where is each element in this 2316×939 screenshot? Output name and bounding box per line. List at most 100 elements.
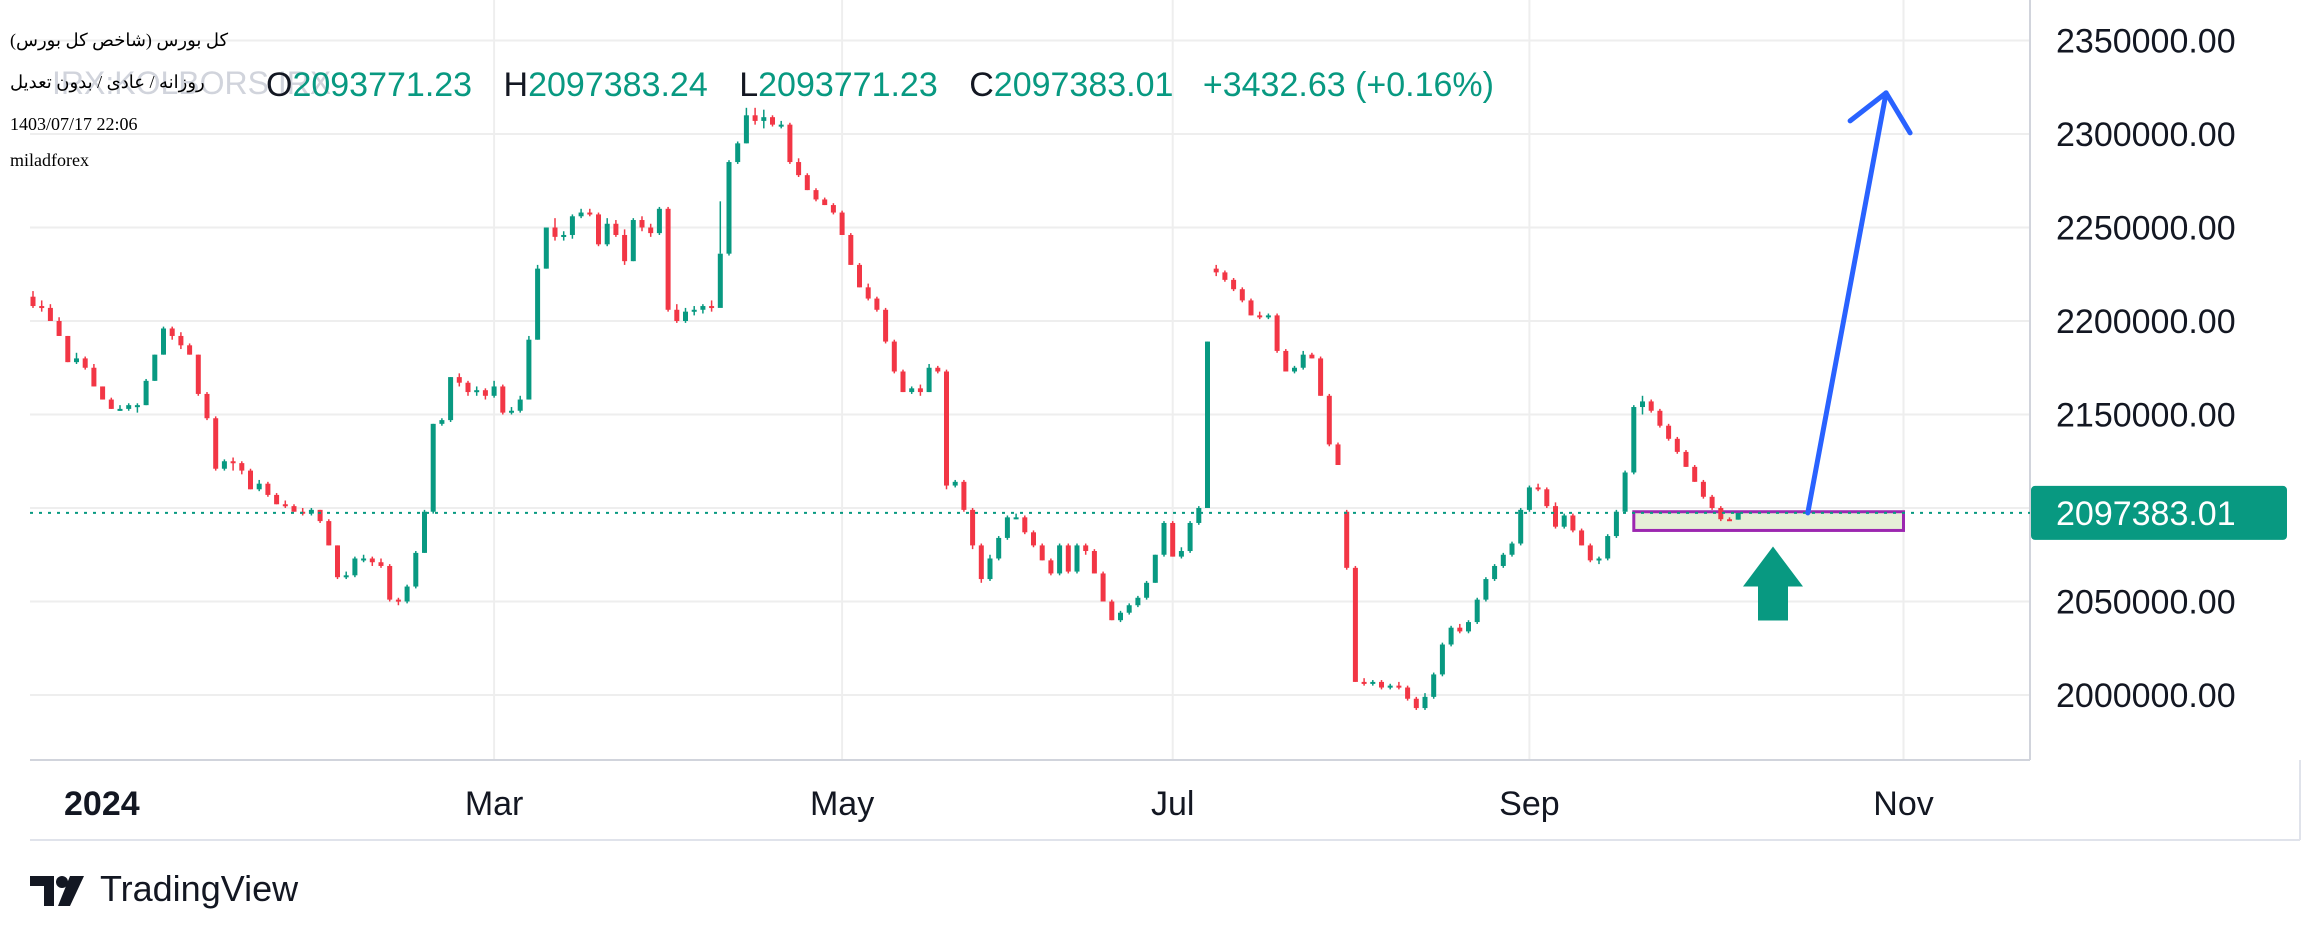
candle-body — [1526, 487, 1532, 510]
candle-body — [1039, 545, 1045, 561]
candle-body — [1004, 517, 1010, 538]
candle-body — [1257, 315, 1263, 318]
datetime-label: 1403/07/17 22:06 — [10, 114, 138, 134]
interval-info: روزانه / عادی / بدون تعدیل — [10, 72, 205, 93]
x-tick-label: May — [810, 785, 874, 823]
candle-body — [1274, 315, 1280, 351]
candle-body — [587, 212, 593, 215]
candle-body — [108, 399, 114, 409]
candle-body — [1674, 438, 1680, 452]
candle-body — [630, 220, 636, 262]
y-tick-label: 2200000.00 — [2056, 303, 2236, 341]
candle-body — [996, 537, 1002, 559]
tradingview-logo[interactable]: TradingView — [30, 868, 299, 909]
candle-body — [1500, 554, 1506, 566]
candle-body — [456, 377, 462, 383]
candle-body — [1309, 354, 1315, 359]
candle-body — [274, 494, 280, 505]
low-value: 2093771.23 — [758, 66, 938, 104]
candle-body — [1109, 601, 1115, 621]
candle-body — [561, 234, 567, 237]
candle-body — [1413, 698, 1419, 709]
candle-body — [1213, 268, 1219, 273]
candle-body — [952, 481, 958, 486]
candle-body — [369, 558, 375, 563]
candle-body — [1422, 696, 1428, 709]
open-value: 2093771.23 — [292, 66, 472, 104]
buy-arrow-icon — [1743, 546, 1803, 621]
candle-body — [891, 341, 897, 372]
candle-body — [265, 483, 271, 495]
candle-body — [1596, 558, 1602, 561]
candle-body — [1657, 410, 1663, 426]
change-value: +3432.63 (+0.16%) — [1203, 66, 1494, 104]
candle-body — [326, 521, 332, 546]
candle-body — [1065, 545, 1071, 572]
candle-body — [639, 220, 645, 228]
y-tick-label: 2050000.00 — [2056, 584, 2236, 622]
candle-body — [665, 208, 671, 310]
candle-body — [1283, 350, 1289, 372]
candle-body — [1265, 315, 1271, 318]
candle-body — [1587, 545, 1593, 561]
candle-body — [691, 309, 697, 312]
candle-body — [30, 296, 36, 307]
candle-body — [1640, 401, 1645, 408]
candle-body — [230, 461, 236, 464]
candle-body — [1091, 551, 1097, 574]
candle-body — [517, 399, 523, 411]
candle-body — [134, 405, 140, 408]
candle-body — [717, 253, 723, 308]
candle-body — [1544, 489, 1550, 507]
x-tick-label: Nov — [1873, 785, 1933, 823]
candle-body — [65, 335, 71, 363]
candle-body — [509, 410, 514, 413]
candle-body — [387, 565, 393, 600]
candle-body — [56, 321, 62, 336]
candle-body — [1292, 367, 1297, 372]
candle-body — [1622, 472, 1628, 512]
candlestick-series — [30, 107, 1741, 710]
candle-body — [1709, 496, 1715, 508]
candle-body — [482, 390, 488, 396]
candle-body — [804, 175, 810, 191]
candle-body — [1178, 551, 1184, 557]
price-tag-label: 2097383.01 — [2056, 495, 2236, 533]
candle-body — [709, 306, 715, 309]
candle-body — [1300, 354, 1306, 368]
candle-body — [917, 388, 923, 393]
candle-body — [430, 423, 436, 512]
candle-body — [1692, 466, 1698, 482]
candle-body — [1439, 644, 1445, 675]
candle-body — [1022, 517, 1028, 533]
candle-body — [796, 162, 802, 176]
candle-body — [335, 545, 340, 578]
candle-body — [961, 481, 967, 510]
candle-body — [935, 367, 941, 372]
candle-body — [735, 143, 741, 163]
candle-body — [491, 386, 497, 396]
candle-body — [1126, 605, 1132, 613]
candle-body — [143, 380, 149, 406]
grid — [30, 0, 2030, 760]
x-tick-label: Sep — [1499, 785, 1560, 823]
x-axis-ticks: 2024 Mar May Jul Sep Nov — [64, 785, 1934, 823]
candle-body — [474, 390, 480, 393]
candle-body — [308, 509, 314, 514]
candle-body — [1605, 536, 1611, 559]
candle-body — [1509, 543, 1515, 555]
candle-body — [1405, 687, 1411, 699]
candle-body — [1666, 425, 1672, 439]
x-tick-label: Mar — [465, 785, 524, 823]
projection-arrow-shaft — [1805, 90, 1889, 516]
candle-body — [465, 382, 471, 393]
candle-body — [178, 335, 184, 346]
candle-body — [117, 408, 123, 411]
candle-body — [169, 328, 175, 336]
candle-body — [1239, 289, 1245, 301]
candle-body — [613, 223, 619, 235]
candle-body — [1370, 681, 1376, 684]
candle-body — [161, 328, 166, 355]
candle-body — [100, 386, 106, 400]
